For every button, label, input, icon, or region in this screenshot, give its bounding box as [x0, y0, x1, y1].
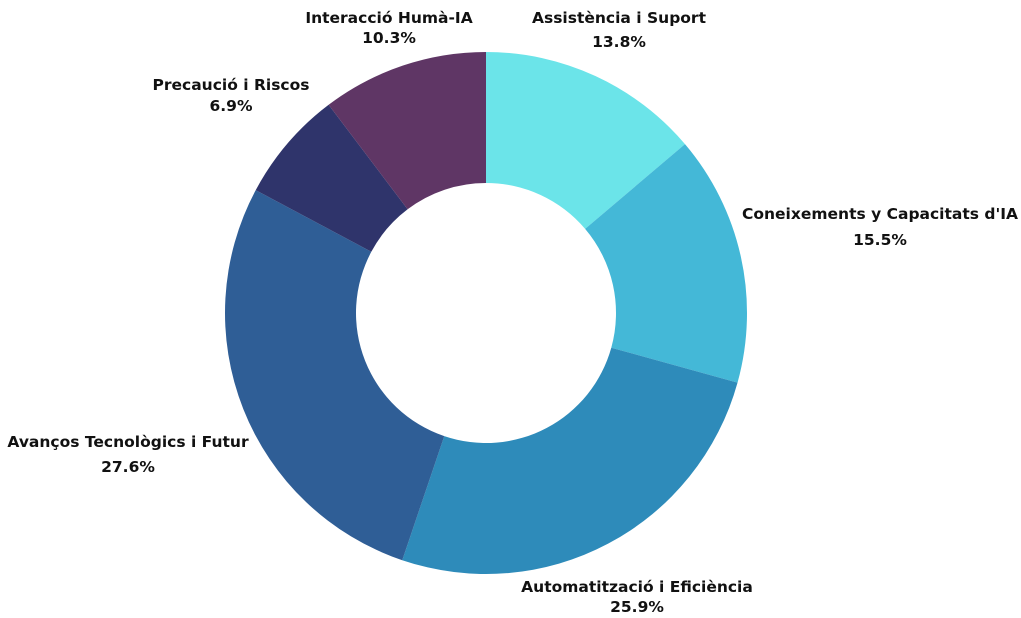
slice-percent-1: 15.5%	[853, 231, 907, 249]
slice-label-0: Assistència i Suport	[532, 9, 707, 27]
slice-5	[328, 52, 486, 210]
slice-4	[255, 104, 408, 252]
slice-percent-0: 13.8%	[592, 33, 646, 51]
slice-0	[486, 52, 685, 229]
slice-label-5: Interacció Humà-IA	[305, 9, 472, 27]
slice-percent-3: 27.6%	[101, 458, 155, 476]
slice-3	[224, 190, 445, 561]
slice-1	[585, 144, 747, 383]
slice-2	[402, 347, 738, 574]
slice-label-2: Automatització i Eficiència	[521, 578, 753, 596]
slice-label-1: Coneixements y Capacitats d'IA	[742, 205, 1018, 223]
labels-group: Assistència i Suport 13.8% Coneixements y …	[7, 9, 1018, 616]
slice-percent-5: 10.3%	[362, 29, 416, 47]
slices-group	[224, 52, 747, 574]
slice-percent-2: 25.9%	[610, 598, 664, 616]
slice-percent-4: 6.9%	[210, 97, 253, 115]
slice-label-4: Precaució i Riscos	[153, 76, 310, 94]
slice-label-3: Avanços Tecnològics i Futur	[7, 433, 249, 451]
